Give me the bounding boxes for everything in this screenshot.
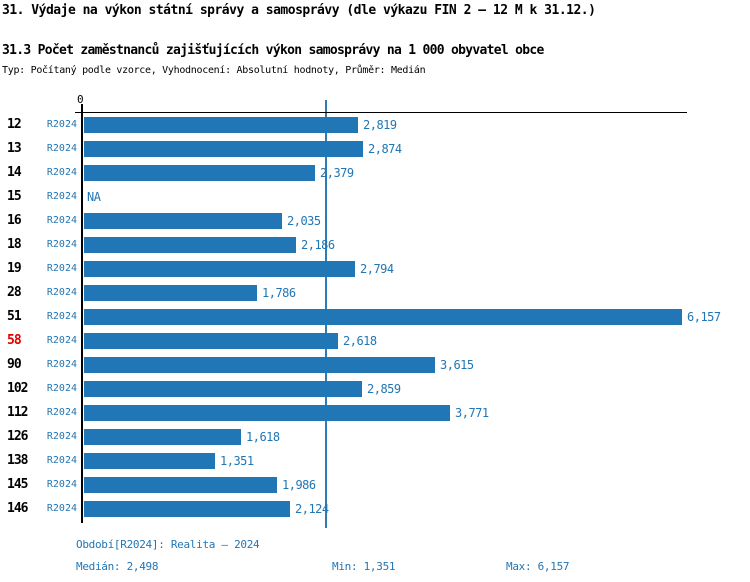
footer-period: Období[R2024]: Realita – 2024 (76, 538, 260, 551)
value-label: 2,874 (368, 142, 402, 156)
footer-median: Medián: 2,498 (76, 560, 159, 573)
chart-row-19: 19 R2024 2,794 (0, 257, 750, 281)
axis-baseline (81, 104, 83, 523)
row-period-label: R2024 (46, 263, 77, 274)
value-bar[interactable] (84, 429, 241, 445)
value-bar[interactable] (84, 237, 296, 253)
chart-row-112: 112 R2024 3,771 (0, 401, 750, 425)
value-label: 2,379 (320, 166, 354, 180)
chart-row-126: 126 R2024 1,618 (0, 425, 750, 449)
row-id-label: 14 (7, 165, 22, 180)
page-title: 31. Výdaje na výkon státní správy a samo… (2, 3, 596, 18)
value-label: 2,819 (363, 118, 397, 132)
row-id-label: 126 (7, 429, 29, 444)
row-period-label: R2024 (46, 359, 77, 370)
row-period-label: R2024 (46, 407, 77, 418)
indicator-meta: Typ: Počítaný podle vzorce, Vyhodnocení:… (2, 65, 426, 76)
row-period-label: R2024 (46, 167, 77, 178)
row-id-label: 16 (7, 213, 22, 228)
value-bar[interactable] (84, 117, 358, 133)
value-bar[interactable] (84, 381, 362, 397)
value-bar[interactable] (84, 213, 282, 229)
chart-row-14: 14 R2024 2,379 (0, 161, 750, 185)
value-label: 2,186 (301, 238, 335, 252)
row-period-label: R2024 (46, 503, 77, 514)
value-label: 1,786 (262, 286, 296, 300)
row-id-label: 13 (7, 141, 22, 156)
row-id-label: 12 (7, 117, 22, 132)
chart-row-90: 90 R2024 3,615 (0, 353, 750, 377)
row-period-label: R2024 (46, 215, 77, 226)
row-id-label: 18 (7, 237, 22, 252)
row-id-label: 58 (7, 333, 22, 348)
indicator-subtitle: 31.3 Počet zaměstnanců zajišťujících výk… (2, 43, 544, 58)
row-id-label: 51 (7, 309, 22, 324)
row-period-label: R2024 (46, 311, 77, 322)
footer-min: Min: 1,351 (332, 560, 396, 573)
value-bar[interactable] (84, 165, 315, 181)
value-bar[interactable] (84, 285, 257, 301)
row-id-label: 146 (7, 501, 29, 516)
row-period-label: R2024 (46, 143, 77, 154)
chart-row-102: 102 R2024 2,859 (0, 377, 750, 401)
value-bar[interactable] (84, 477, 277, 493)
chart-row-28: 28 R2024 1,786 (0, 281, 750, 305)
value-label: 3,615 (440, 358, 474, 372)
chart-row-16: 16 R2024 2,035 (0, 209, 750, 233)
chart-row-145: 145 R2024 1,986 (0, 473, 750, 497)
value-bar[interactable] (84, 357, 435, 373)
value-bar[interactable] (84, 405, 450, 421)
value-label: 2,794 (360, 262, 394, 276)
row-id-label: 19 (7, 261, 22, 276)
chart-row-146: 146 R2024 2,124 (0, 497, 750, 521)
value-label: 6,157 (687, 310, 721, 324)
row-id-label: 90 (7, 357, 22, 372)
chart-row-18: 18 R2024 2,186 (0, 233, 750, 257)
value-bar[interactable] (84, 333, 338, 349)
row-id-label: 112 (7, 405, 29, 420)
axis-top-line (75, 112, 687, 113)
value-label: 1,618 (246, 430, 280, 444)
row-period-label: R2024 (46, 119, 77, 130)
footer-max: Max: 6,157 (506, 560, 570, 573)
chart-row-138: 138 R2024 1,351 (0, 449, 750, 473)
row-period-label: R2024 (46, 191, 77, 202)
na-label: NA (87, 190, 101, 204)
chart-row-51: 51 R2024 6,157 (0, 305, 750, 329)
value-bar[interactable] (84, 261, 355, 277)
value-label: 2,618 (343, 334, 377, 348)
row-period-label: R2024 (46, 239, 77, 250)
row-period-label: R2024 (46, 287, 77, 298)
value-label: 1,351 (220, 454, 254, 468)
value-label: 3,771 (455, 406, 489, 420)
chart-row-13: 13 R2024 2,874 (0, 137, 750, 161)
value-bar[interactable] (84, 453, 215, 469)
value-label: 2,124 (295, 502, 329, 516)
value-label: 2,859 (367, 382, 401, 396)
row-id-label: 28 (7, 285, 22, 300)
row-id-label: 102 (7, 381, 29, 396)
axis-zero-label: 0 (77, 93, 84, 106)
row-id-label: 15 (7, 189, 22, 204)
value-label: 2,035 (287, 214, 321, 228)
row-period-label: R2024 (46, 335, 77, 346)
chart-row-15: 15 R2024 NA (0, 185, 750, 209)
value-bar[interactable] (84, 309, 682, 325)
chart-row-58: 58 R2024 2,618 (0, 329, 750, 353)
row-period-label: R2024 (46, 479, 77, 490)
row-period-label: R2024 (46, 455, 77, 466)
value-label: 1,986 (282, 478, 316, 492)
row-period-label: R2024 (46, 431, 77, 442)
chart-row-12: 12 R2024 2,819 (0, 113, 750, 137)
value-bar[interactable] (84, 501, 290, 517)
row-id-label: 138 (7, 453, 29, 468)
row-id-label: 145 (7, 477, 29, 492)
row-period-label: R2024 (46, 383, 77, 394)
value-bar[interactable] (84, 141, 363, 157)
